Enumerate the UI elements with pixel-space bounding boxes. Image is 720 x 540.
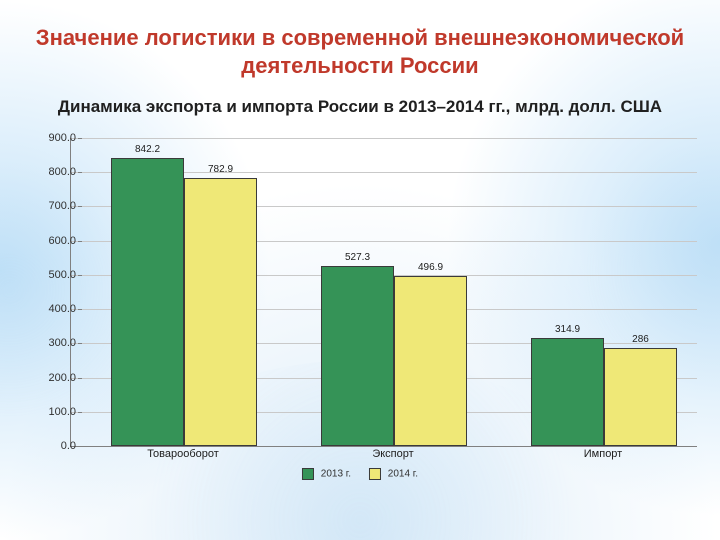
- bar-value-label: 286: [632, 334, 649, 348]
- legend-swatch-2013: [302, 468, 314, 480]
- bar-value-label: 842.2: [135, 144, 160, 158]
- grid-line: [71, 138, 697, 139]
- y-tick-label: 300.0: [26, 337, 76, 349]
- page-title: Значение логистики в современной внешнеэ…: [30, 24, 690, 79]
- bar-value-label: 782.9: [208, 164, 233, 178]
- y-tick-label: 600.0: [26, 235, 76, 247]
- y-tick-label: 800.0: [26, 166, 76, 178]
- x-category-label: Товарооборот: [147, 448, 219, 460]
- y-tick-label: 900.0: [26, 132, 76, 144]
- bar-value-label: 527.3: [345, 252, 370, 266]
- x-category-label: Экспорт: [372, 448, 413, 460]
- legend: 2013 г. 2014 г.: [302, 468, 418, 480]
- slide: Значение логистики в современной внешнеэ…: [0, 0, 720, 540]
- x-category-label: Импорт: [584, 448, 622, 460]
- y-tick-label: 0.0: [26, 440, 76, 452]
- page-subtitle: Динамика экспорта и импорта России в 201…: [30, 97, 690, 117]
- plot-area: 842.2 782.9 527.3 496.9 314.9 286: [70, 138, 697, 447]
- bar-0-0: [111, 158, 184, 446]
- bar-value-label: 314.9: [555, 324, 580, 338]
- legend-label-2014: 2014 г.: [388, 469, 418, 480]
- y-tick-label: 500.0: [26, 269, 76, 281]
- bar-0-1: [321, 266, 394, 446]
- bar-1-0: [184, 178, 257, 446]
- revenue-chart: 842.2 782.9 527.3 496.9 314.9 286 2013 г. 201…: [16, 132, 704, 494]
- legend-label-2013: 2013 г.: [321, 469, 351, 480]
- legend-item-2013: 2013 г.: [302, 468, 351, 480]
- bar-0-2: [531, 338, 604, 446]
- y-tick-label: 400.0: [26, 303, 76, 315]
- bar-1-1: [394, 276, 467, 446]
- y-tick-label: 700.0: [26, 200, 76, 212]
- y-tick-label: 100.0: [26, 406, 76, 418]
- bar-value-label: 496.9: [418, 262, 443, 276]
- bar-1-2: [604, 348, 677, 446]
- legend-swatch-2014: [369, 468, 381, 480]
- y-tick-label: 200.0: [26, 372, 76, 384]
- legend-item-2014: 2014 г.: [369, 468, 418, 480]
